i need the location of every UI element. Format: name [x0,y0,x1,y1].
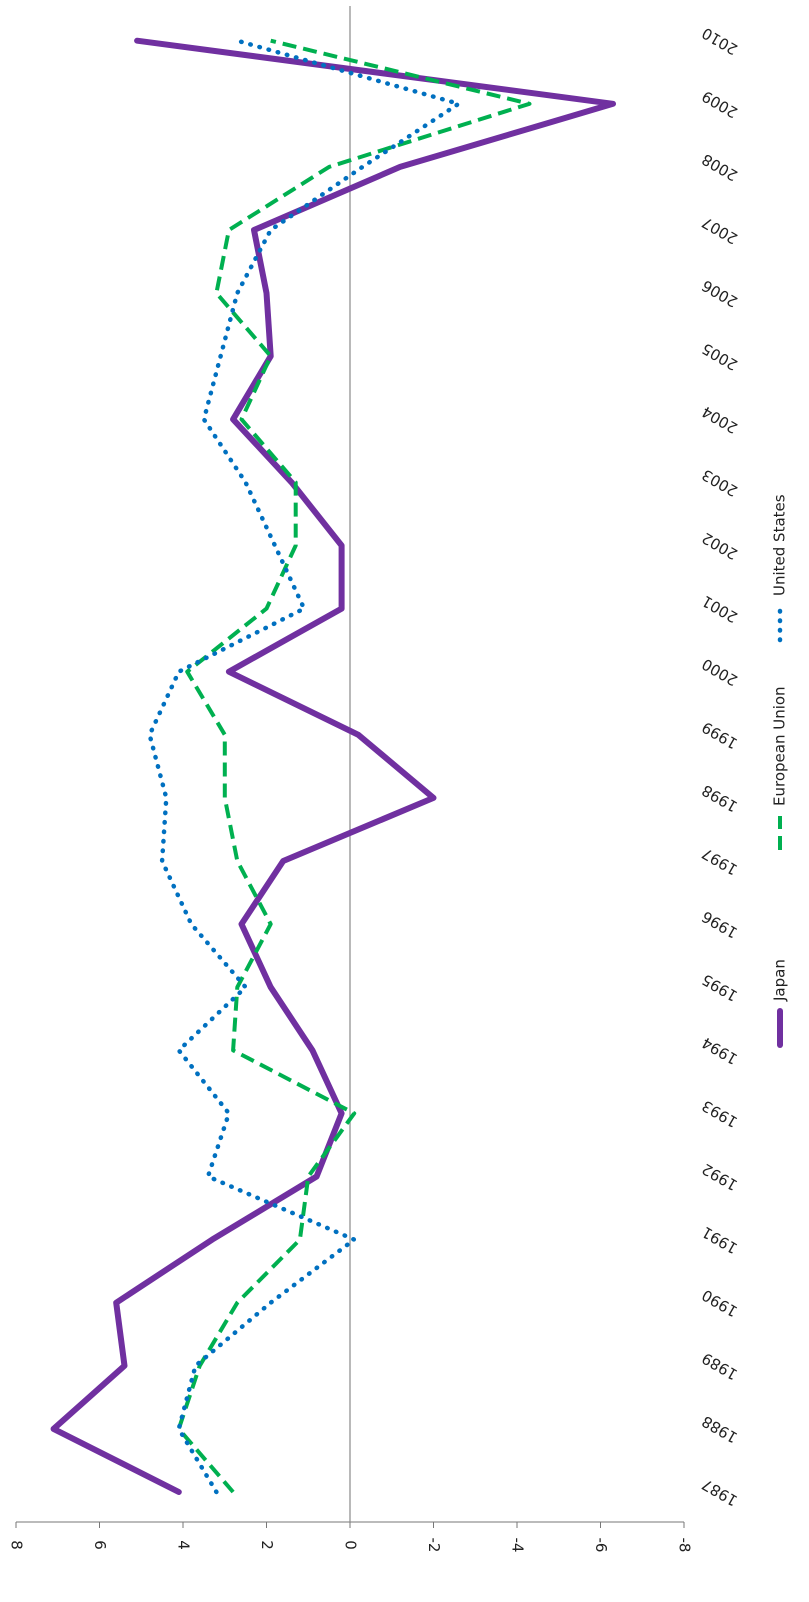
legend-label: European Union [771,686,789,806]
category-tick-label: 1990 [699,1286,741,1321]
category-tick-label: 1996 [699,907,741,942]
value-tick-label: 6 [91,1540,109,1550]
category-tick-label: 2010 [699,24,741,59]
series-line-european-union [176,38,532,1494]
category-tick-label: 1987 [699,1475,741,1510]
category-tick-label: 1994 [699,1033,741,1068]
series-layer [50,37,616,1495]
category-tick-label: 1988 [699,1412,741,1447]
category-tick-label: 1993 [699,1096,741,1131]
category-tick-label: 2002 [699,529,741,564]
value-tick-label: -8 [676,1538,694,1553]
category-tick-label: 1992 [699,1160,741,1195]
value-tick-label: 4 [175,1540,193,1550]
category-tick-label: 2008 [699,150,741,185]
category-tick-label: 2003 [699,465,741,500]
value-tick-label: 0 [342,1540,360,1550]
category-tick-label: 2004 [699,402,741,437]
category-tick-label: 1995 [699,970,741,1005]
legend-label: United States [771,494,789,596]
value-tick-label: 8 [8,1540,26,1550]
category-tick-label: 1999 [699,718,741,753]
category-tick-label: 2005 [699,339,741,374]
series-line-japan [50,37,616,1495]
series-line-united-states [147,38,461,1495]
category-tick-label: 2001 [699,592,741,627]
category-tick-label: 2009 [699,87,741,122]
category-tick-label: 2006 [699,276,741,311]
category-tick-label: 1998 [699,781,741,816]
value-tick-label: -6 [592,1538,610,1553]
value-tick-label: -4 [509,1538,527,1553]
category-tick-label: 1991 [699,1223,741,1258]
legend: Japan European Union United States [771,494,789,1048]
legend-label: Japan [771,959,789,1002]
category-tick-label: 2007 [699,213,741,248]
category-tick-label: 2000 [699,655,741,690]
value-tick-label: 2 [258,1540,276,1550]
value-tick-label: -2 [425,1538,443,1553]
category-tick-label: 1997 [699,844,741,879]
category-tick-label: 1989 [699,1349,741,1384]
